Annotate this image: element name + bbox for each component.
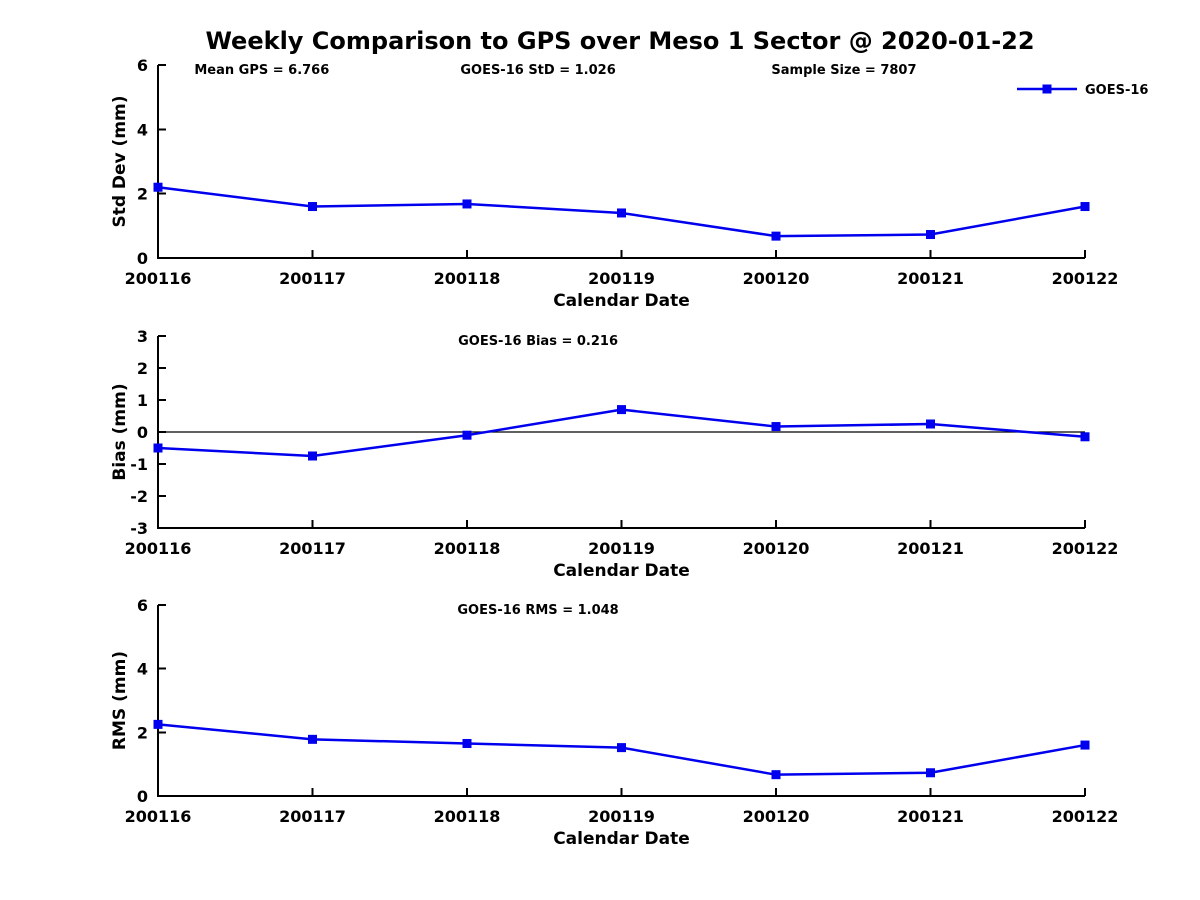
x-tick-label: 200117 — [279, 269, 346, 288]
y-axis-title: RMS (mm) — [110, 651, 130, 750]
subplot-std-dev: 0 2 4 6 200116 200117 200118 200119 200120 200121… — [110, 56, 1148, 311]
x-tick-label: 200116 — [125, 269, 192, 288]
data-point-marker — [771, 231, 781, 241]
data-point-marker — [617, 405, 626, 415]
x-tick-label: 200120 — [743, 269, 810, 288]
y-tick-label: 2 — [137, 723, 148, 742]
y-tick-label: 6 — [137, 596, 148, 615]
data-point-marker — [462, 199, 472, 209]
x-tick-label: 200122 — [1052, 807, 1119, 826]
subplot-rms: 0 2 4 6 200116 200117 200118 200119 200120 200121… — [110, 596, 1119, 849]
x-axis-title: Calendar Date — [553, 829, 690, 849]
data-point-marker — [1080, 740, 1090, 750]
x-tick-label: 200118 — [434, 269, 501, 288]
y-tick-label: -3 — [130, 519, 148, 538]
data-point-marker — [153, 182, 163, 192]
data-point-marker — [462, 738, 472, 748]
stat-annotation: GOES-16 RMS = 1.048 — [457, 603, 618, 618]
data-point-marker — [308, 451, 317, 461]
data-point-marker — [308, 734, 317, 744]
y-tick-label: 4 — [137, 660, 148, 679]
x-tick-label: 200118 — [434, 807, 501, 826]
data-point-marker — [617, 208, 626, 218]
y-tick-label: 0 — [137, 787, 148, 806]
x-tick-label: 200118 — [434, 539, 501, 558]
data-point-marker — [1080, 432, 1090, 442]
y-tick-label: 1 — [137, 391, 148, 410]
y-tick-label: 4 — [137, 120, 148, 139]
subplot-bias: -3 -2 -1 0 1 2 3 200116 200117 200118 200119 200120… — [110, 327, 1119, 581]
data-point-marker — [617, 743, 626, 753]
x-tick-label: 200119 — [588, 269, 655, 288]
data-point-marker — [771, 770, 781, 780]
y-tick-label: 2 — [137, 185, 148, 204]
y-tick-label: -2 — [130, 487, 148, 506]
x-tick-label: 200116 — [125, 807, 192, 826]
x-tick-label: 200121 — [897, 539, 964, 558]
stat-annotation: Sample Size = 7807 — [771, 63, 916, 78]
x-tick-label: 200121 — [897, 807, 964, 826]
y-axis-title: Std Dev (mm) — [110, 95, 130, 227]
data-point-marker — [1080, 202, 1090, 212]
data-point-marker — [926, 768, 935, 778]
x-tick-label: 200122 — [1052, 539, 1119, 558]
data-point-marker — [771, 422, 781, 432]
series-line — [157, 408, 1086, 458]
legend: GOES-16 — [1017, 83, 1148, 98]
y-axis-title: Bias (mm) — [110, 383, 130, 480]
x-tick-label: 200122 — [1052, 269, 1119, 288]
x-tick-label: 200116 — [125, 539, 192, 558]
legend-label: GOES-16 — [1085, 83, 1148, 98]
figure-title: Weekly Comparison to GPS over Meso 1 Sec… — [205, 27, 1035, 55]
x-tick-label: 200119 — [588, 539, 655, 558]
y-tick-label: 3 — [137, 327, 148, 346]
x-tick-label: 200120 — [743, 539, 810, 558]
x-tick-label: 200121 — [897, 269, 964, 288]
y-tick-label: 6 — [137, 56, 148, 75]
x-axis-title: Calendar Date — [553, 291, 690, 311]
y-tick-label: -1 — [130, 455, 148, 474]
data-point-marker — [153, 719, 163, 729]
data-point-marker — [926, 230, 935, 240]
stat-annotation: GOES-16 Bias = 0.216 — [458, 334, 618, 349]
data-point-marker — [308, 202, 317, 212]
y-tick-label: 0 — [137, 423, 148, 442]
x-axis-title: Calendar Date — [553, 561, 690, 581]
x-tick-label: 200117 — [279, 807, 346, 826]
y-tick-label: 0 — [137, 249, 148, 268]
x-tick-label: 200117 — [279, 539, 346, 558]
data-point-marker — [926, 419, 935, 429]
y-tick-label: 2 — [137, 359, 148, 378]
x-tick-label: 200120 — [743, 807, 810, 826]
x-tick-label: 200119 — [588, 807, 655, 826]
data-point-marker — [462, 430, 472, 440]
stat-annotation: GOES-16 StD = 1.026 — [460, 63, 615, 78]
stat-annotation: Mean GPS = 6.766 — [194, 63, 329, 78]
legend-marker — [1042, 84, 1052, 94]
data-point-marker — [153, 443, 163, 453]
